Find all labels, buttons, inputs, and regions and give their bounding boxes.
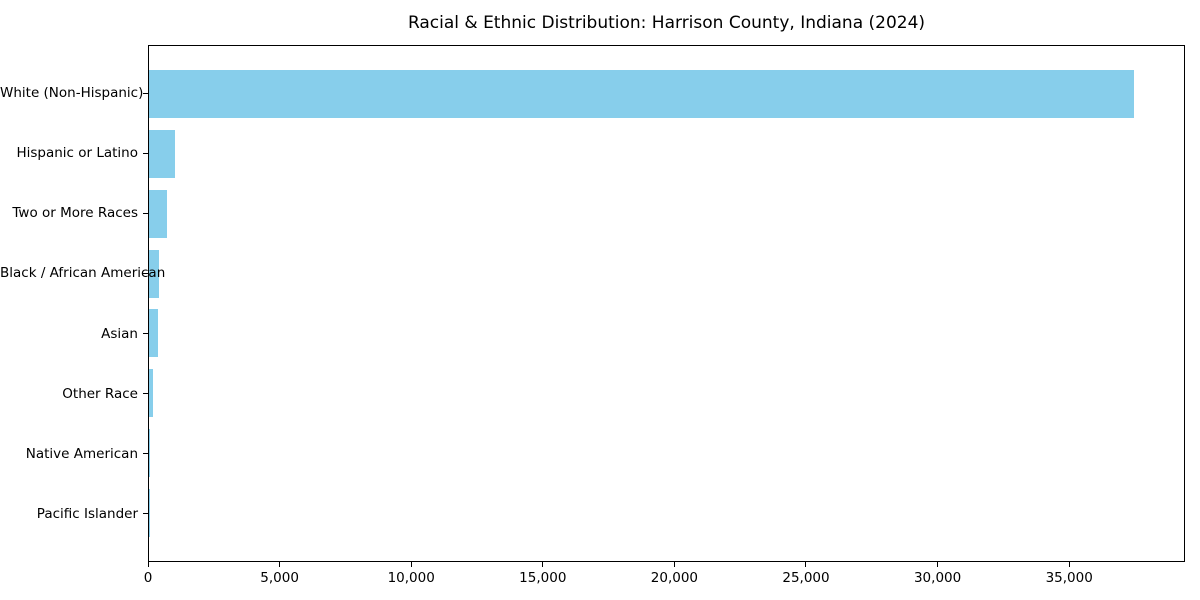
x-tick-mark xyxy=(937,562,939,567)
bar xyxy=(149,189,167,238)
x-tick-mark xyxy=(673,562,675,567)
x-tick-label: 20,000 xyxy=(650,570,699,586)
x-tick-mark xyxy=(147,562,149,567)
y-tick-mark xyxy=(143,333,148,335)
bar xyxy=(149,369,153,418)
bar-row xyxy=(149,483,1184,543)
bar xyxy=(149,309,158,358)
chart-title: Racial & Ethnic Distribution: Harrison C… xyxy=(407,13,926,33)
y-tick-mark xyxy=(143,92,148,94)
x-tick-label: 5,000 xyxy=(260,570,299,586)
y-tick-mark xyxy=(143,393,148,395)
bar-row xyxy=(149,124,1184,184)
bar-row xyxy=(149,244,1184,304)
y-tick-mark xyxy=(143,272,148,274)
x-tick-mark xyxy=(279,562,281,567)
x-tick-label: 15,000 xyxy=(519,570,567,586)
bar-row xyxy=(149,304,1184,364)
y-tick-label: Native American xyxy=(25,445,138,462)
x-tick-label: 25,000 xyxy=(782,570,830,586)
y-tick-label: Two or More Races xyxy=(12,205,138,222)
x-tick-label: 30,000 xyxy=(913,570,962,586)
y-tick-mark xyxy=(143,453,148,455)
x-tick-label: 0 xyxy=(143,570,153,586)
bar xyxy=(149,129,176,178)
y-tick-label: Black / African American xyxy=(0,265,166,282)
x-tick-label: 35,000 xyxy=(1045,570,1093,586)
y-tick-label: White (Non-Hispanic) xyxy=(0,85,144,102)
x-tick-label: 10,000 xyxy=(387,570,435,586)
x-tick-mark xyxy=(410,562,412,567)
bar-row xyxy=(149,363,1184,423)
y-tick-mark xyxy=(143,212,148,214)
y-tick-mark xyxy=(143,152,148,154)
bar xyxy=(149,69,1135,118)
bar-row xyxy=(149,64,1184,124)
y-tick-mark xyxy=(143,513,148,515)
bar xyxy=(149,429,150,478)
y-tick-label: Other Race xyxy=(62,385,138,402)
bar xyxy=(149,249,160,298)
x-tick-mark xyxy=(1068,562,1070,567)
y-tick-label: Hispanic or Latino xyxy=(16,145,138,162)
x-tick-mark xyxy=(805,562,807,567)
y-tick-label: Pacific Islander xyxy=(36,505,138,522)
bar-row xyxy=(149,423,1184,483)
plot-area xyxy=(148,45,1185,562)
y-tick-label: Asian xyxy=(101,325,138,342)
x-tick-mark xyxy=(542,562,544,567)
bar-row xyxy=(149,184,1184,244)
